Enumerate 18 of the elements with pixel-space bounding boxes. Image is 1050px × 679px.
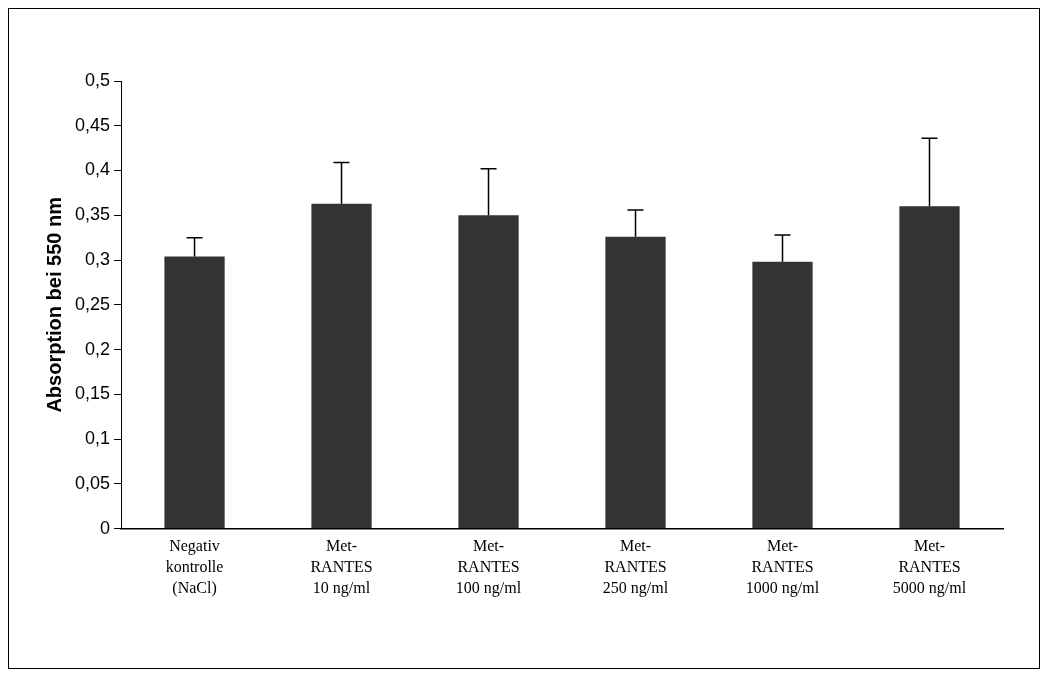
y-tick-label: 0,35 bbox=[74, 204, 111, 225]
y-axis-title: Absorption bei 550 nm bbox=[42, 197, 65, 413]
x-tick-label: Met- RANTES 250 ng/ml bbox=[602, 537, 669, 597]
x-tick-label: Met- RANTES 100 ng/ml bbox=[455, 537, 522, 597]
y-tick-label: 0 bbox=[100, 517, 111, 538]
y-tick-label: 0,15 bbox=[74, 383, 111, 404]
y-tick-label: 0,1 bbox=[85, 428, 111, 449]
y-tick-label: 0,3 bbox=[85, 249, 111, 270]
x-tick-label: Met- RANTES 10 ng/ml bbox=[310, 537, 373, 597]
y-tick-label: 0,05 bbox=[74, 472, 111, 493]
x-tick-label: Negativ kontrolle (NaCl) bbox=[165, 537, 224, 597]
x-tick-label: Met- RANTES 5000 ng/ml bbox=[892, 537, 967, 597]
x-tick-label: Met- RANTES 1000 ng/ml bbox=[745, 537, 820, 597]
y-tick-label: 0,4 bbox=[85, 159, 111, 180]
y-tick-label: 0,5 bbox=[85, 69, 111, 90]
y-tick-label: 0,25 bbox=[74, 293, 111, 314]
y-tick-label: 0,2 bbox=[85, 338, 111, 359]
y-tick-label: 0,45 bbox=[74, 114, 111, 135]
